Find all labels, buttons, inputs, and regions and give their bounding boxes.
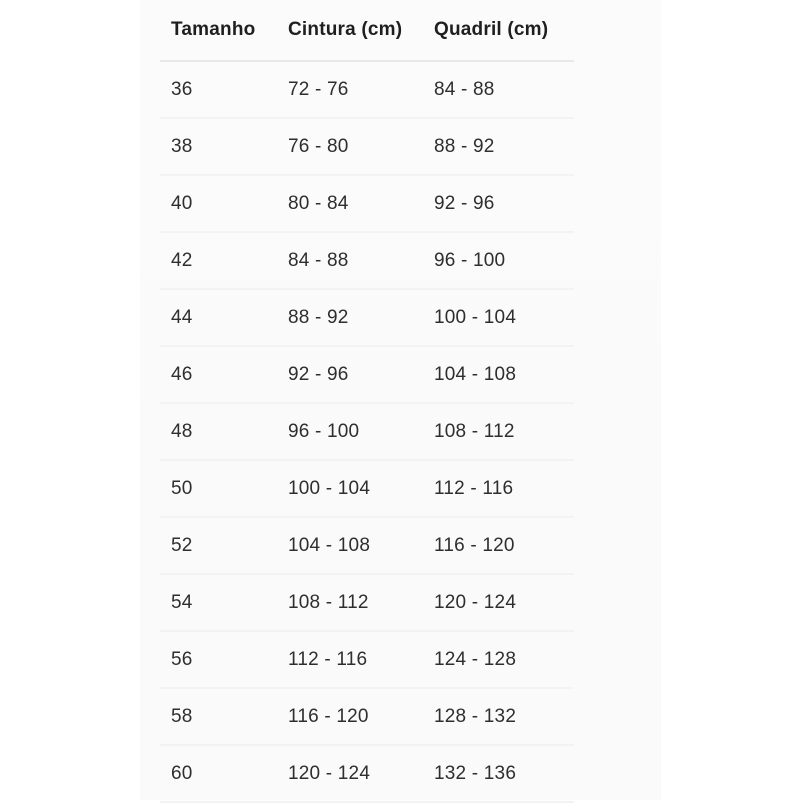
cell-hip: 104 - 108	[434, 363, 517, 385]
cell-waist: 108 - 112	[288, 591, 369, 613]
cell-waist: 104 - 108	[288, 534, 371, 556]
cell-hip: 84 - 88	[434, 78, 495, 100]
cell-hip: 132 - 136	[434, 762, 517, 784]
table-row: 42 84 - 88 96 - 100	[160, 233, 574, 290]
cell-size: 54	[171, 591, 193, 613]
cell-size: 44	[171, 306, 193, 328]
cell-waist: 100 - 104	[288, 477, 371, 499]
table-row: 38 76 - 80 88 - 92	[160, 119, 574, 176]
table-row: 52 104 - 108 116 - 120	[160, 518, 574, 575]
size-chart-table: Tamanho Cintura (cm) Quadril (cm) 36 72 …	[160, 0, 574, 803]
table-row: 36 72 - 76 84 - 88	[160, 62, 574, 119]
column-header-size: Tamanho	[171, 19, 256, 40]
cell-hip: 88 - 92	[434, 135, 495, 157]
cell-waist: 116 - 120	[288, 705, 369, 727]
table-body: 36 72 - 76 84 - 88 38 76 - 80 88 - 92 40…	[160, 62, 574, 803]
cell-size: 60	[171, 762, 193, 784]
cell-hip: 108 - 112	[434, 420, 515, 442]
cell-hip: 92 - 96	[434, 192, 495, 214]
table-header-row: Tamanho Cintura (cm) Quadril (cm)	[160, 0, 574, 62]
cell-hip: 124 - 128	[434, 648, 517, 670]
cell-waist: 92 - 96	[288, 363, 349, 385]
cell-size: 50	[171, 477, 193, 499]
cell-size: 36	[171, 78, 193, 100]
cell-waist: 120 - 124	[288, 762, 371, 784]
cell-size: 46	[171, 363, 193, 385]
cell-waist: 112 - 116	[288, 648, 368, 670]
table-row: 48 96 - 100 108 - 112	[160, 404, 574, 461]
cell-hip: 116 - 120	[434, 534, 515, 556]
cell-hip: 120 - 124	[434, 591, 517, 613]
cell-waist: 76 - 80	[288, 135, 349, 157]
cell-size: 58	[171, 705, 193, 727]
table-row: 60 120 - 124 132 - 136	[160, 746, 574, 803]
cell-waist: 96 - 100	[288, 420, 360, 442]
table-row: 46 92 - 96 104 - 108	[160, 347, 574, 404]
cell-waist: 72 - 76	[288, 78, 349, 100]
cell-hip: 96 - 100	[434, 249, 506, 271]
table-row: 56 112 - 116 124 - 128	[160, 632, 574, 689]
cell-waist: 84 - 88	[288, 249, 349, 271]
cell-size: 38	[171, 135, 193, 157]
cell-size: 48	[171, 420, 193, 442]
cell-waist: 80 - 84	[288, 192, 349, 214]
cell-hip: 128 - 132	[434, 705, 517, 727]
cell-size: 56	[171, 648, 193, 670]
column-header-hip: Quadril (cm)	[434, 19, 549, 40]
cell-size: 40	[171, 192, 193, 214]
column-header-waist: Cintura (cm)	[288, 19, 403, 40]
cell-hip: 112 - 116	[434, 477, 514, 499]
cell-size: 42	[171, 249, 193, 271]
table-row: 58 116 - 120 128 - 132	[160, 689, 574, 746]
cell-waist: 88 - 92	[288, 306, 349, 328]
table-row: 44 88 - 92 100 - 104	[160, 290, 574, 347]
cell-size: 52	[171, 534, 193, 556]
table-row: 40 80 - 84 92 - 96	[160, 176, 574, 233]
table-row: 54 108 - 112 120 - 124	[160, 575, 574, 632]
cell-hip: 100 - 104	[434, 306, 517, 328]
table-row: 50 100 - 104 112 - 116	[160, 461, 574, 518]
